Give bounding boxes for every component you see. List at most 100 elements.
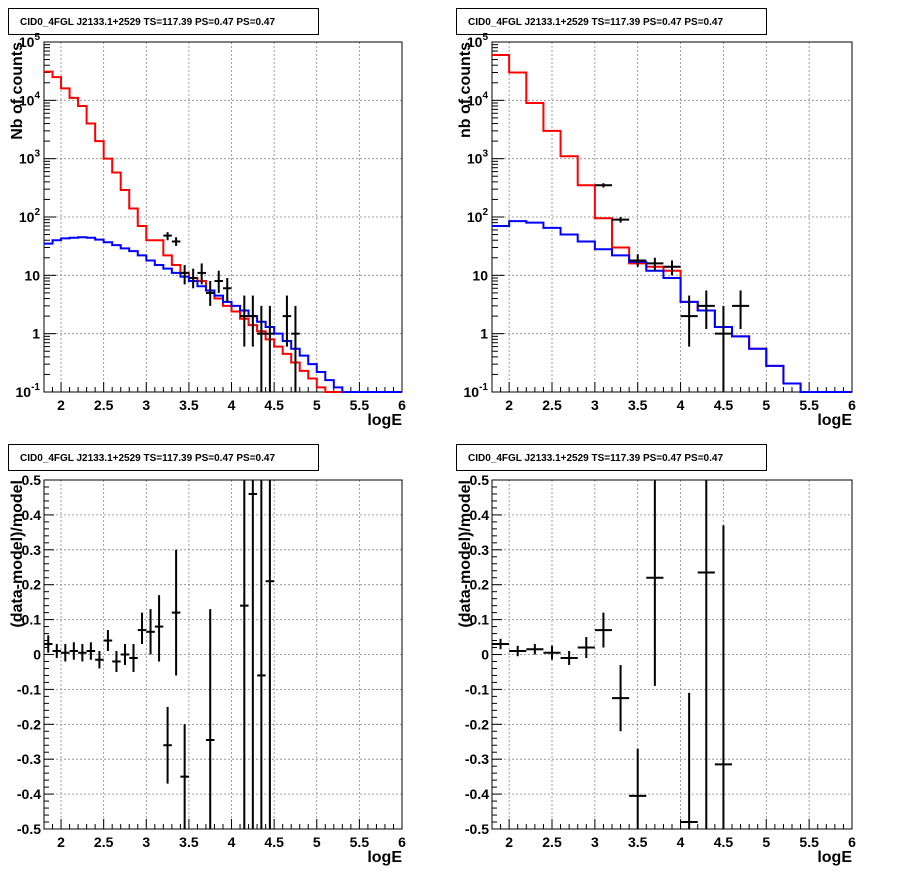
y-tick-label: 0.5 (22, 472, 42, 488)
y-tick-label: 102 (467, 207, 489, 225)
chart-title-box (8, 8, 319, 35)
data-point (492, 638, 510, 650)
data-point (223, 278, 232, 302)
data-point (171, 237, 181, 246)
data-point (646, 480, 664, 686)
y-tick-label: -0.4 (17, 786, 41, 802)
y-tick-label: -0.1 (17, 681, 41, 697)
y-axis-label: (data-model)/model (457, 480, 474, 628)
data-point (120, 644, 130, 665)
x-tick-label: 2 (505, 397, 513, 413)
y-tick-label: 0.3 (22, 542, 42, 558)
chart-panel-1: CID0_4FGL J2133.1+2529 TS=117.39 PS=0.47… (8, 8, 406, 429)
y-tick-label: -0.4 (465, 786, 489, 802)
y-tick-label: -0.3 (465, 751, 489, 767)
x-tick-label: 4.5 (714, 834, 734, 850)
data-point (680, 295, 698, 347)
data-point (257, 480, 266, 829)
series-residuals (492, 480, 732, 829)
x-tick-label: 3.5 (179, 397, 199, 413)
data-point (714, 305, 732, 392)
y-tick-label: -0.5 (465, 821, 489, 837)
data-point (594, 183, 612, 188)
y-tick-label: 0 (33, 647, 41, 663)
x-tick-label: 5.5 (799, 397, 819, 413)
data-point (44, 635, 53, 653)
x-tick-label: 5.5 (350, 397, 370, 413)
series-total-model-line (492, 53, 852, 393)
y-tick-label: -0.3 (17, 751, 41, 767)
grid (492, 480, 852, 829)
data-point (526, 644, 544, 655)
y-tick-label: -0.2 (465, 716, 489, 732)
data-point (265, 305, 275, 392)
data-point (205, 609, 215, 829)
data-point (248, 295, 258, 347)
y-tick-label: 0.4 (22, 507, 42, 523)
y-tick-label: 0.1 (470, 612, 490, 628)
series-data (163, 232, 300, 392)
x-tick-label: 6 (398, 834, 406, 850)
chart-title-box (456, 444, 767, 471)
data-point (732, 290, 750, 330)
chart-panel-4: CID0_4FGL J2133.1+2529 TS=117.39 PS=0.47… (456, 444, 856, 866)
x-tick-label: 2 (57, 397, 65, 413)
x-axis-label: logE (817, 412, 852, 429)
chart-title-box (8, 444, 319, 471)
x-tick-label: 3 (591, 397, 599, 413)
data-point (214, 270, 223, 293)
x-axis-label: logE (367, 412, 402, 429)
data-point (714, 525, 732, 829)
data-point (282, 295, 292, 347)
data-point (612, 664, 630, 732)
data-point (188, 268, 198, 289)
x-tick-label: 5.5 (799, 834, 819, 850)
x-tick-label: 3 (142, 834, 150, 850)
data-point (154, 595, 164, 662)
y-axis (492, 479, 502, 830)
y-axis (44, 41, 56, 393)
x-tick-label: 3 (142, 397, 150, 413)
y-tick-label: 0 (481, 647, 489, 663)
y-tick-label: 1 (480, 326, 488, 342)
data-point (680, 692, 698, 829)
data-point (86, 642, 96, 660)
x-tick-label: 2.5 (542, 834, 562, 850)
chart-panel-3: CID0_4FGL J2133.1+2529 TS=117.39 PS=0.47… (8, 444, 406, 866)
data-point (69, 642, 79, 660)
data-point (629, 748, 647, 829)
data-point (78, 644, 87, 662)
chart-title: CID0_4FGL J2133.1+2529 TS=117.39 PS=0.47… (468, 17, 723, 28)
chart-title: CID0_4FGL J2133.1+2529 TS=117.39 PS=0.47… (468, 453, 723, 464)
x-tick-label: 4 (228, 834, 236, 850)
x-tick-label: 4.5 (264, 834, 284, 850)
y-tick-label: 0.4 (470, 507, 490, 523)
x-tick-label: 5 (762, 397, 770, 413)
x-tick-label: 3.5 (179, 834, 199, 850)
data-point (52, 644, 62, 658)
x-tick-label: 6 (848, 397, 856, 413)
data-point (171, 549, 181, 676)
x-tick-label: 3.5 (628, 397, 648, 413)
chart-title: CID0_4FGL J2133.1+2529 TS=117.39 PS=0.47… (20, 453, 275, 464)
x-tick-label: 2.5 (94, 397, 114, 413)
x-tick-label: 5 (762, 834, 770, 850)
chart-title-box (456, 8, 767, 35)
series-residuals (44, 480, 275, 829)
y-axis (44, 479, 54, 830)
grid (44, 42, 402, 392)
x-tick-label: 5.5 (350, 834, 370, 850)
series-total-model-line (44, 70, 402, 393)
y-axis-label: (data-model)/model (9, 480, 26, 628)
y-tick-label: 1 (32, 326, 40, 342)
data-point (543, 645, 561, 660)
data-point (205, 280, 215, 306)
x-tick-label: 4.5 (714, 397, 734, 413)
data-point (180, 724, 189, 829)
x-tick-label: 6 (398, 397, 406, 413)
y-axis-label: nb of counts (457, 42, 474, 138)
data-point (612, 217, 630, 223)
y-tick-label: 10 (24, 267, 40, 283)
x-tick-label: 2 (57, 834, 65, 850)
data-point (291, 305, 300, 392)
